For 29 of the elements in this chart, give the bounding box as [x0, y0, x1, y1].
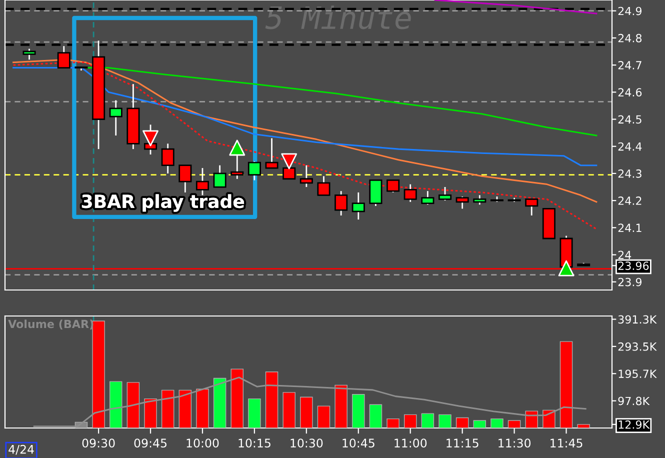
x-tick-label: 09:30	[82, 438, 115, 448]
annotation: 3BAR play trade	[82, 194, 244, 212]
y-tick-label: 24	[618, 250, 632, 259]
x-tick-label: 10:00	[186, 438, 219, 448]
y-tick-label: 195.7K	[618, 370, 657, 378]
y-tick-label: 24.5	[618, 115, 642, 124]
x-tick-label: 11:30	[498, 438, 531, 448]
y-tick-label: 391.3K	[618, 315, 657, 324]
x-tick-label: 10:15	[238, 438, 270, 448]
y-tick-label: 24.6	[618, 88, 642, 97]
text: 4/24	[8, 444, 34, 455]
y-tick-label: 97.8K	[618, 396, 650, 406]
x-tick-label: 09:45	[134, 438, 166, 448]
x-tick-label: 10:30	[290, 438, 323, 448]
x-tick-label: 11:15	[446, 438, 478, 448]
y-tick-label: 24.3	[618, 169, 642, 178]
y-tick-label: 12.9K	[618, 420, 650, 429]
y-tick-label: 23.96	[618, 262, 649, 270]
y-tick-label: 24.8	[618, 34, 642, 42]
y-tick-label: 24.7	[618, 61, 642, 70]
x-tick-label: 11:00	[394, 438, 427, 448]
y-tick-label: 24.4	[618, 142, 642, 151]
y-tick-label: 24.9	[618, 6, 642, 16]
y-tick-label: 24.1	[618, 224, 642, 232]
y-tick-label: 293.5K	[618, 342, 657, 351]
y-tick-label: 24.2	[618, 196, 642, 205]
y-tick-label: 23.9	[618, 278, 642, 286]
x-tick-label: 11:45	[550, 438, 582, 448]
x-tick-label: 10:45	[342, 438, 374, 448]
